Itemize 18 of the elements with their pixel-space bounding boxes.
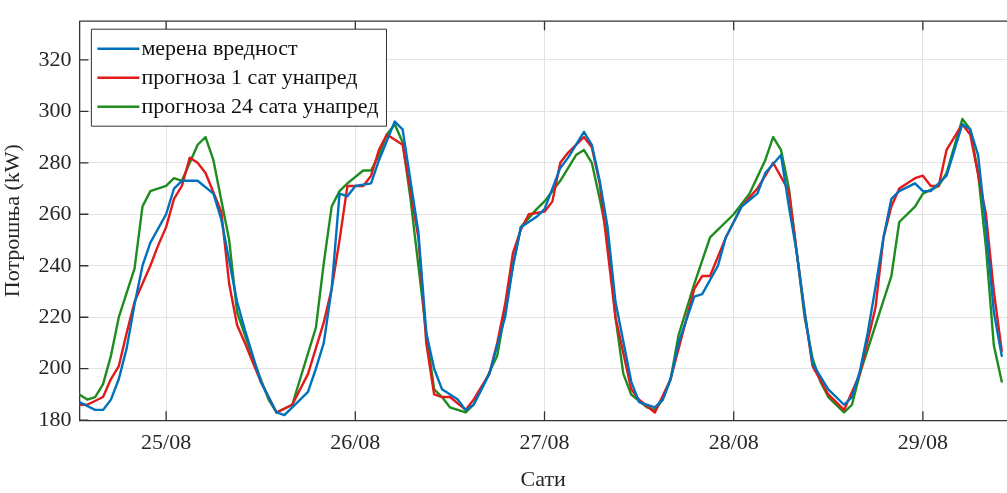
y-tick-label: 280: [38, 148, 72, 174]
y-tick-label: 200: [38, 354, 72, 380]
legend-label: прогноза 24 сата унапред: [141, 93, 379, 119]
y-tick-label: 260: [38, 200, 72, 226]
y-tick-label: 240: [38, 251, 72, 277]
x-axis-title: Сати: [520, 465, 567, 491]
x-tick-label: 26/08: [330, 429, 381, 455]
x-tick-label: 28/08: [708, 429, 759, 455]
y-axis-title: Потрошња (kW): [0, 144, 24, 298]
x-tick-label: 27/08: [519, 429, 570, 455]
legend-label: мерена вредност: [141, 35, 299, 61]
legend-label: прогноза 1 сат унапред: [141, 64, 358, 90]
y-tick-label: 320: [38, 45, 72, 71]
y-tick-label: 300: [38, 97, 72, 123]
x-tick-label: 25/08: [141, 429, 192, 455]
y-tick-label: 180: [38, 405, 72, 431]
x-tick-label: 29/08: [897, 429, 948, 455]
y-tick-label: 220: [38, 303, 72, 329]
